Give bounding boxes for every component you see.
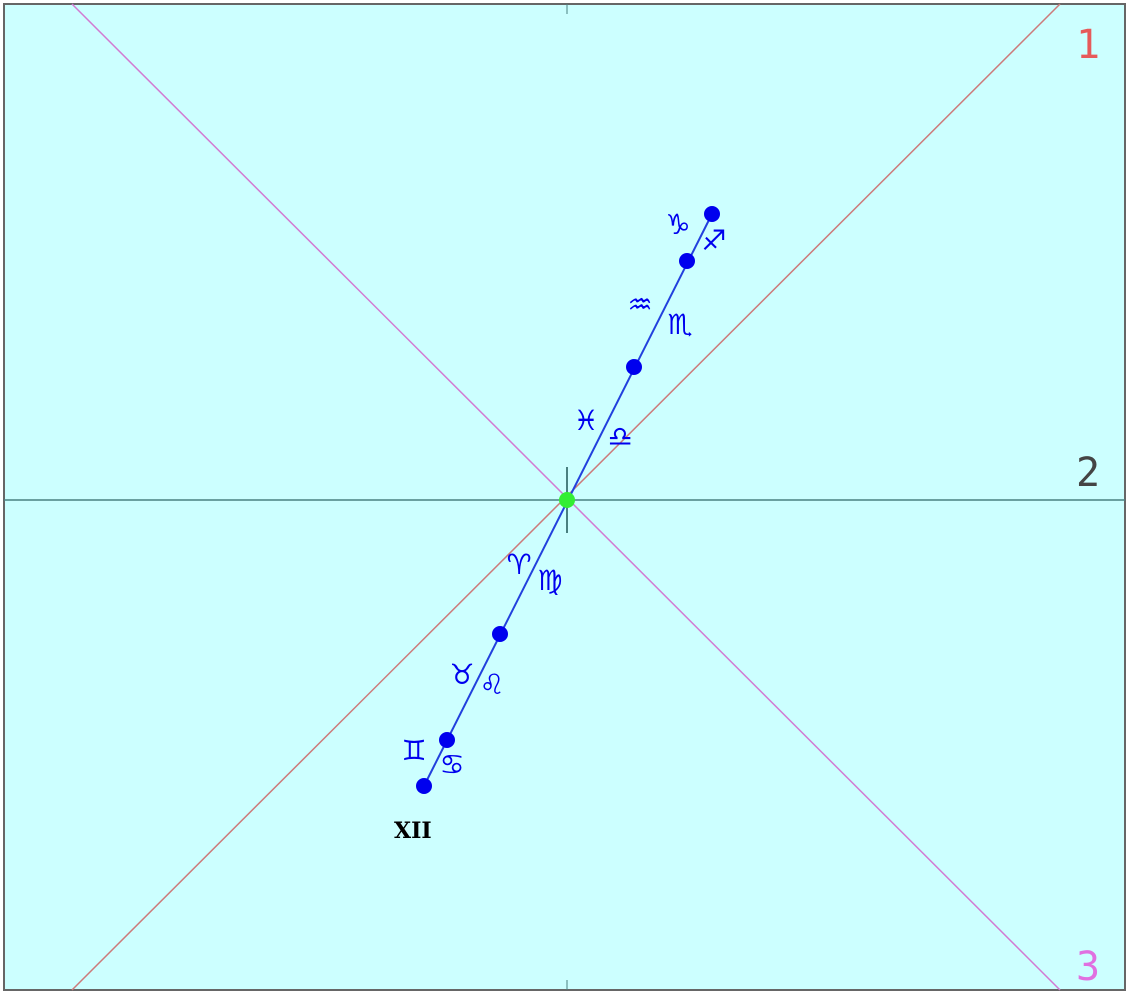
pisces-sign-icon: ♓ — [573, 404, 598, 437]
roman-label-xii: XII — [394, 818, 432, 844]
center-point — [559, 492, 575, 508]
scorpio-sign-icon: ♏ — [667, 308, 692, 341]
ecliptic-point — [704, 206, 720, 222]
zodiac-signs: ♑ ♐ ♒ ♏ ♓ ♎ ♈ ♍ ♉ ♌ ♊ ♋ — [401, 208, 726, 781]
ecliptic-point — [439, 732, 455, 748]
ecliptic-point — [416, 778, 432, 794]
leo-sign-icon: ♌ — [479, 668, 504, 701]
sagittarius-sign-icon: ♐ — [701, 224, 726, 257]
aquarius-sign-icon: ♒ — [627, 288, 652, 321]
libra-sign-icon: ♎ — [607, 420, 632, 453]
ecliptic-point — [679, 253, 695, 269]
cancer-sign-icon: ♋ — [439, 748, 464, 781]
virgo-sign-icon: ♍ — [537, 564, 562, 597]
capricorn-sign-icon: ♑ — [665, 208, 690, 241]
aries-sign-icon: ♈ — [506, 548, 531, 581]
ecliptic-point — [626, 359, 642, 375]
taurus-sign-icon: ♉ — [449, 658, 474, 691]
line-label-1: 1 — [1076, 22, 1100, 68]
ecliptic-points — [416, 206, 720, 794]
line-label-2: 2 — [1076, 450, 1100, 496]
ecliptic-point — [492, 626, 508, 642]
gemini-sign-icon: ♊ — [401, 734, 426, 767]
line-label-3: 3 — [1076, 944, 1100, 990]
